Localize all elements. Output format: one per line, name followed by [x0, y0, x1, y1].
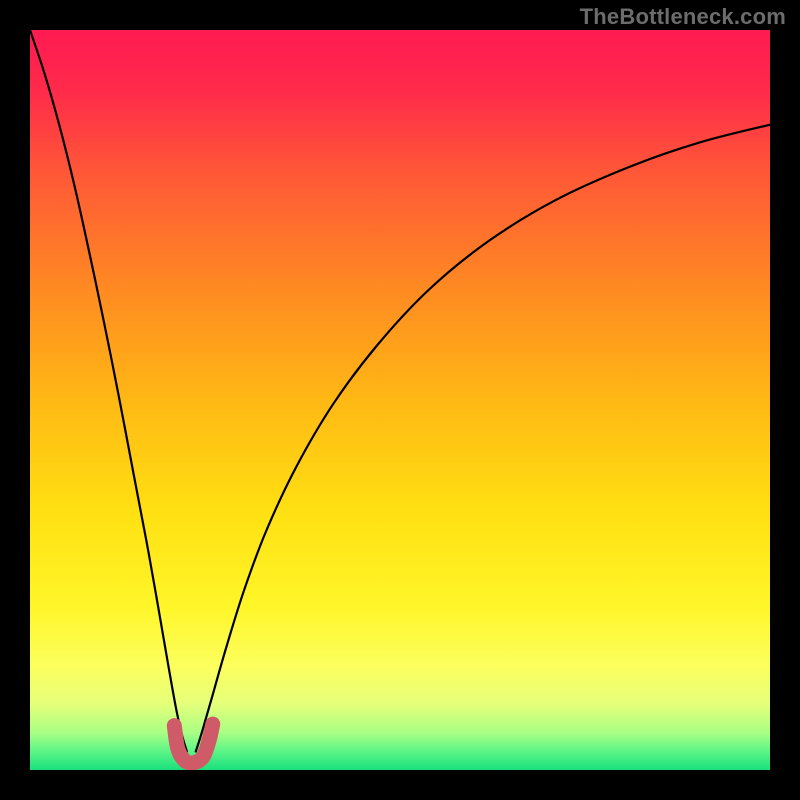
- curve-layer: [30, 30, 770, 770]
- watermark-text: TheBottleneck.com: [580, 4, 786, 30]
- optimum-marker: [174, 724, 212, 763]
- chart-canvas: TheBottleneck.com: [0, 0, 800, 800]
- bottleneck-curve: [30, 30, 770, 752]
- plot-area: [30, 30, 770, 770]
